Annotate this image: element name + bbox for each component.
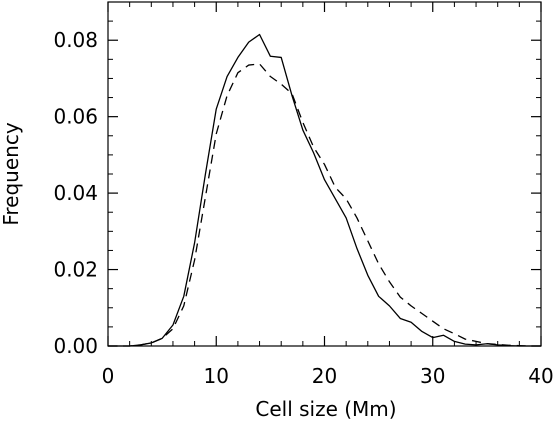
series-layer: [108, 33, 541, 347]
y-tick-label: 0.02: [53, 258, 98, 282]
x-tick-label: 40: [528, 364, 553, 388]
series-line-solid: [108, 33, 541, 347]
x-axis-title: Cell size (Mm): [255, 397, 396, 421]
x-tick-label: 0: [102, 364, 115, 388]
y-axis-title: Frequency: [0, 122, 23, 225]
plot-frame: [107, 1, 542, 347]
series-line-dashed: [108, 63, 541, 347]
axes-layer: 0 10 20 30 40 0.00 0.02 0.04 0.06 0.08: [53, 1, 554, 388]
y-tick-label: 0.06: [53, 105, 98, 129]
x-tick-label: 10: [204, 364, 229, 388]
y-tick-label: 0.08: [53, 28, 98, 52]
x-tick-label: 20: [312, 364, 337, 388]
x-tick-label: 30: [420, 364, 445, 388]
y-tick-label: 0.04: [53, 181, 98, 205]
y-tick-label: 0.00: [53, 334, 98, 358]
